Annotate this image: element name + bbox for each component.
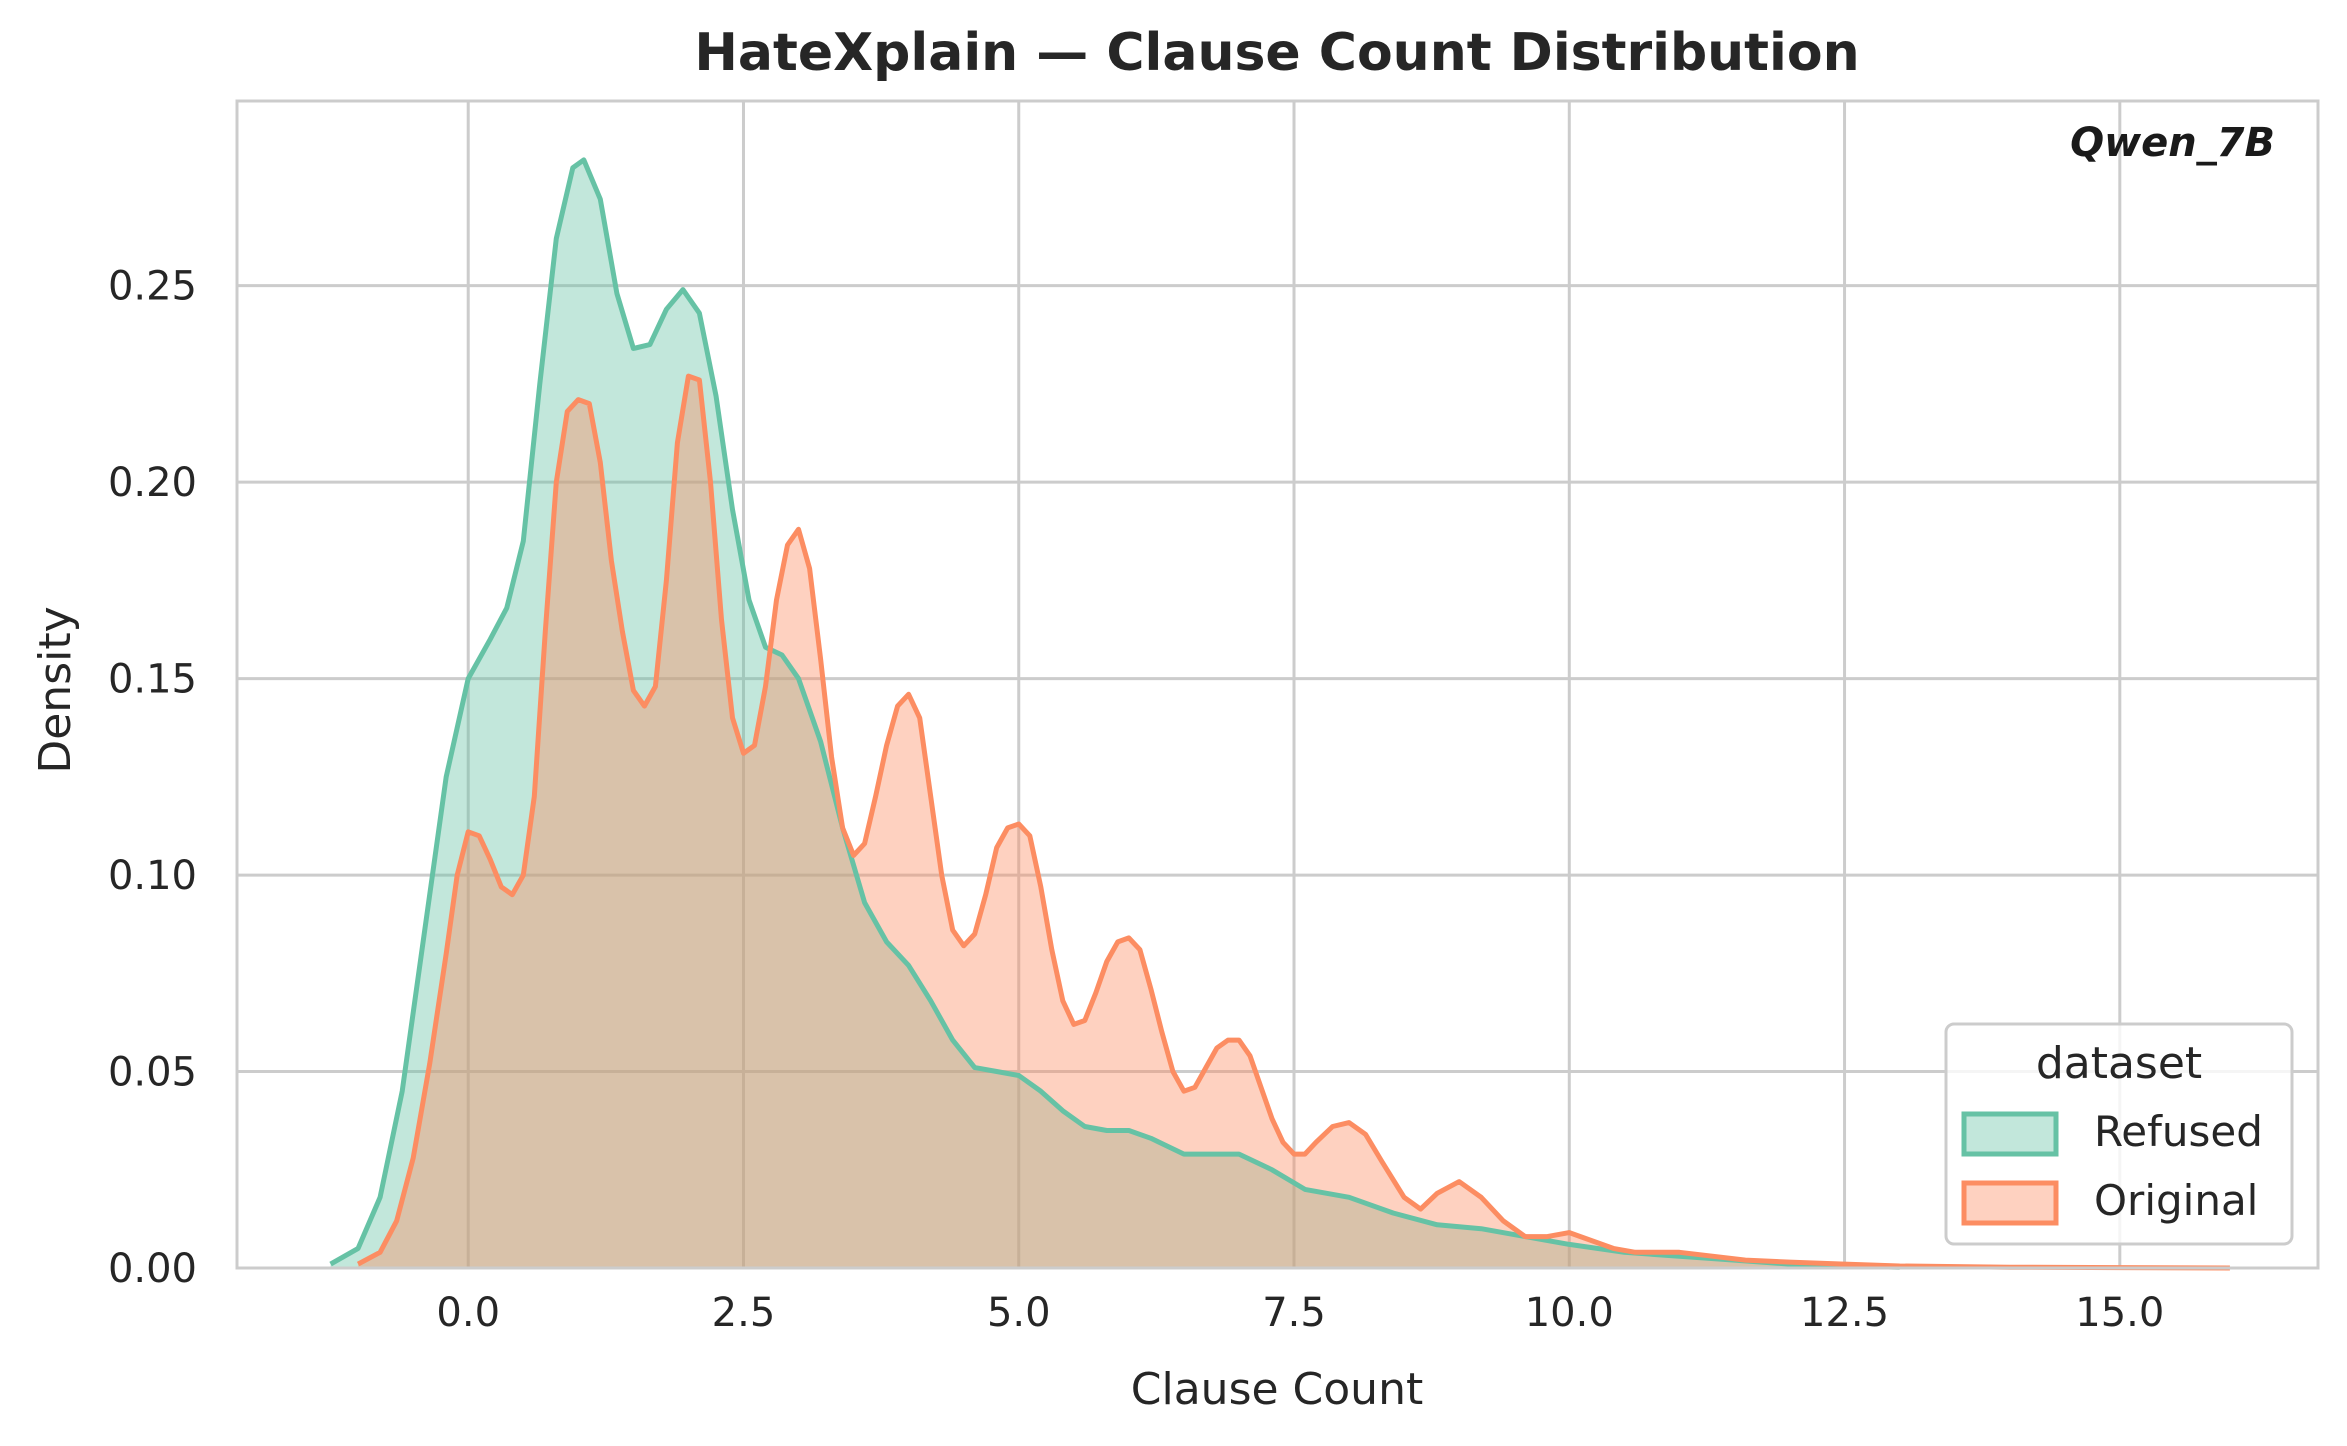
legend-swatch-refused (1961, 1111, 2059, 1157)
legend-box (1944, 1022, 2294, 1246)
legend-swatch-original (1961, 1180, 2059, 1226)
area-original (358, 376, 2230, 1269)
legend-label-refused: Refused (2094, 1107, 2263, 1156)
plot-frame (235, 99, 2320, 1270)
x-tick-labels: 0.0 2.5 5.0 7.5 10.0 12.5 15.0 (436, 1290, 2164, 1336)
x-tick-label: 12.5 (1800, 1290, 1889, 1336)
y-tick-labels: 0.00 0.05 0.10 0.15 0.20 0.25 (108, 264, 197, 1292)
y-tick-label: 0.25 (108, 264, 197, 310)
y-tick-label: 0.05 (108, 1050, 197, 1096)
x-tick-label: 5.0 (987, 1290, 1051, 1336)
y-axis-label: Density (30, 606, 81, 773)
plot-lines (329, 157, 2230, 1271)
y-tick-label: 0.15 (108, 657, 197, 703)
x-tick-label: 7.5 (1262, 1290, 1326, 1336)
y-tick-label: 0.20 (108, 460, 197, 506)
plot-areas (330, 159, 2230, 1269)
line-original (356, 373, 2230, 1271)
x-tick-label: 10.0 (1525, 1290, 1614, 1336)
model-annotation: Qwen_7B (2070, 120, 2275, 166)
y-tick-label: 0.00 (108, 1246, 197, 1292)
x-tick-label: 0.0 (436, 1290, 500, 1336)
x-tick-label: 15.0 (2075, 1290, 2164, 1336)
area-refused (330, 159, 1900, 1268)
x-tick-label: 2.5 (712, 1290, 776, 1336)
legend-label-original: Original (2094, 1176, 2258, 1225)
legend-title: dataset (2036, 1038, 2202, 1089)
legend: dataset Refused Original (1944, 1022, 2294, 1246)
line-refused (329, 157, 1900, 1270)
y-tick-label: 0.10 (108, 853, 197, 899)
chart-title: HateXplain — Clause Count Distribution (694, 23, 1859, 83)
x-axis-label: Clause Count (1131, 1364, 1423, 1415)
